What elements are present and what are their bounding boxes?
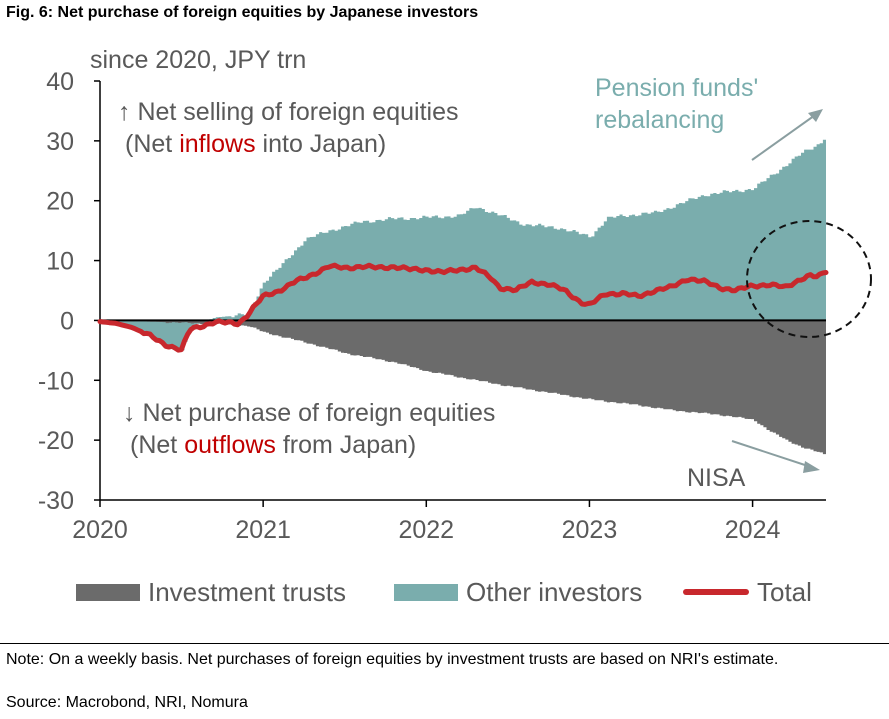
source-text: Source: Macrobond, NRI, Nomura (6, 694, 248, 711)
annotation-inflows-post: into Japan) (256, 130, 387, 158)
area-investment-trusts (100, 320, 826, 456)
legend-swatch-investment-trusts (76, 583, 140, 601)
legend: Investment trusts Other investors Total (0, 574, 889, 610)
annotation-nisa: NISA (687, 464, 746, 492)
x-tick-label: 2024 (725, 516, 781, 544)
figure-title: Fig. 6: Net purchase of foreign equities… (6, 4, 479, 21)
annotation-inflows-pre: (Net (125, 130, 179, 158)
y-tick-label: -10 (38, 367, 74, 395)
y-tick-label: -30 (38, 487, 74, 515)
chart-total-line (97, 262, 829, 353)
y-tick-label: 20 (46, 188, 74, 216)
annotation-net-outflows: (Net outflows from Japan) (130, 431, 416, 459)
legend-swatch-other-investors (394, 583, 458, 601)
area-other-investors (100, 134, 826, 351)
note-divider (0, 643, 889, 644)
annotation-net-inflows: (Net inflows into Japan) (125, 130, 386, 158)
legend-item-other-investors: Other investors (394, 574, 642, 610)
annotation-pension-funds: Pension funds' (595, 74, 758, 102)
x-tick-label: 2023 (562, 516, 618, 544)
annotation-outflows-pre: (Net (130, 431, 184, 459)
y-tick-label: -20 (38, 427, 74, 455)
arrow-nisa-head (803, 461, 820, 473)
y-tick-label: 30 (46, 128, 74, 156)
highlight-circle (746, 220, 872, 338)
annotation-net-purchase: ↓ Net purchase of foreign equities (123, 399, 495, 427)
legend-line-total (683, 589, 749, 595)
legend-label-other-investors: Other investors (466, 576, 643, 607)
note-text: Note: On a weekly basis. Net purchases o… (6, 651, 779, 668)
chart-annotations: ↑ Net selling of foreign equities (Net i… (118, 74, 872, 492)
y-tick-label: 0 (60, 307, 74, 335)
annotation-outflows-highlight: outflows (184, 431, 276, 459)
arrow-pension-shaft (751, 112, 819, 161)
x-tick-label: 2020 (72, 516, 128, 544)
legend-item-investment-trusts: Investment trusts (76, 574, 346, 610)
y-tick-label: 10 (46, 248, 74, 276)
annotation-inflows-highlight: inflows (179, 130, 255, 158)
legend-item-total: Total (683, 574, 812, 610)
x-tick-label: 2021 (235, 516, 291, 544)
series-total-line (97, 262, 829, 353)
y-tick-label: 40 (46, 68, 74, 96)
arrow-pension-head (808, 109, 823, 122)
annotation-outflows-post: from Japan) (276, 431, 416, 459)
x-tick-label: 2022 (398, 516, 454, 544)
legend-label-investment-trusts: Investment trusts (148, 576, 346, 607)
annotation-rebalancing: rebalancing (595, 106, 724, 134)
arrow-nisa-shaft (731, 440, 815, 469)
annotation-net-selling: ↑ Net selling of foreign equities (118, 98, 458, 126)
unit-label: since 2020, JPY trn (90, 46, 307, 74)
legend-label-total: Total (757, 576, 812, 607)
